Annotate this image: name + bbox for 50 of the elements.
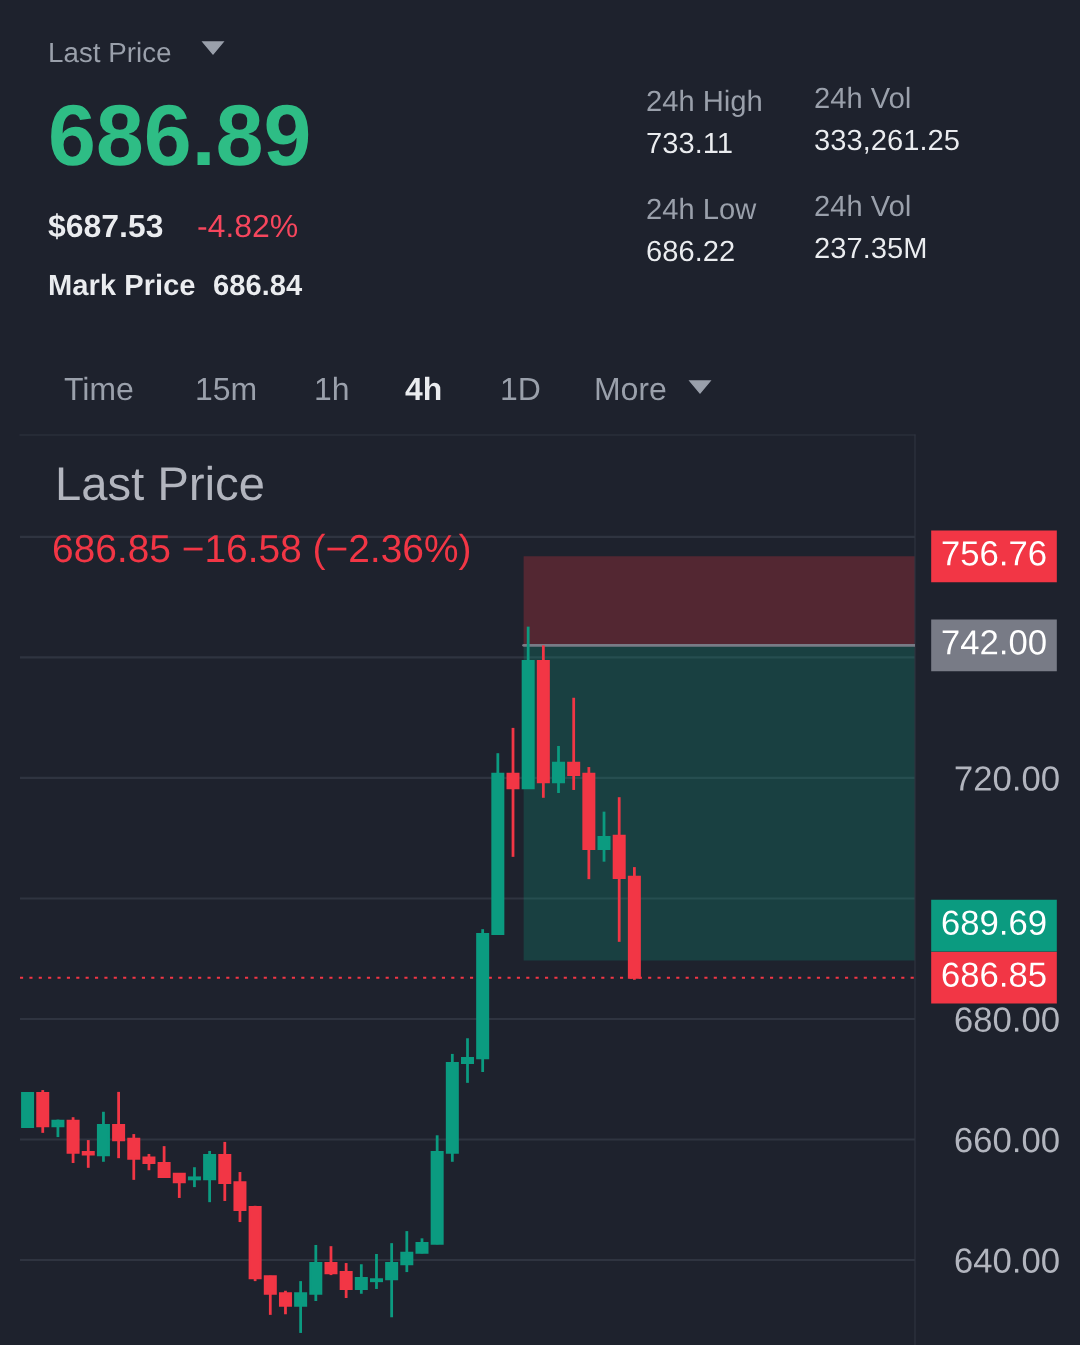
text: 1h [316,376,348,400]
candlestick [369,1252,383,1291]
text: 733.11 [647,132,732,154]
candlestick [506,726,520,859]
text: 1D [502,378,540,400]
candlestick [461,1036,474,1085]
text: 24h Vol [815,86,910,109]
text: 24h Vol [815,194,910,217]
text: 333,261.25 [815,129,959,154]
text: 686.85 −16.58 (−2.36%) [53,533,470,571]
text: 24h Low [647,197,757,220]
candlestick [339,1261,353,1300]
text: Last Price [58,465,263,501]
band-label: 689.69 [942,910,1046,936]
text: $687.53 [48,213,163,240]
text: More [596,378,666,401]
y-tick-label: 720.00 [955,766,1059,791]
candlestick [112,1090,126,1160]
text: 15m [197,378,256,401]
ref-line-label: 686.85 [942,962,1046,988]
candlestick [597,810,611,864]
text: 686.89 [51,104,309,166]
y-tick-label: 660.00 [955,1127,1059,1153]
candlestick [324,1244,338,1277]
candlestick [81,1138,95,1170]
text: 686.84 [214,274,303,296]
y-tick-label: 680.00 [955,1007,1059,1032]
text: Last Price [50,41,171,63]
text: 237.35M [815,237,926,259]
candlestick [400,1229,414,1274]
candlestick [294,1279,308,1335]
candlestick [157,1144,171,1179]
text: Mark Price [49,273,195,296]
candlestick [187,1165,201,1189]
candlestick [172,1172,186,1200]
text: Time [64,376,133,401]
candlestick [278,1289,292,1316]
candlestick [263,1274,277,1317]
text: 686.22 [647,240,734,262]
text: 4h [405,376,441,400]
candlestick [385,1241,399,1319]
text: 24h High [647,89,761,118]
candlestick [354,1262,368,1296]
candlestick [127,1132,141,1182]
ref-line-label: 742.00 [942,630,1046,655]
text: -4.82% [198,214,298,238]
candlestick [567,696,581,792]
candlestick [552,744,566,795]
band-label: 756.76 [942,541,1046,566]
y-tick-label: 640.00 [955,1248,1059,1273]
